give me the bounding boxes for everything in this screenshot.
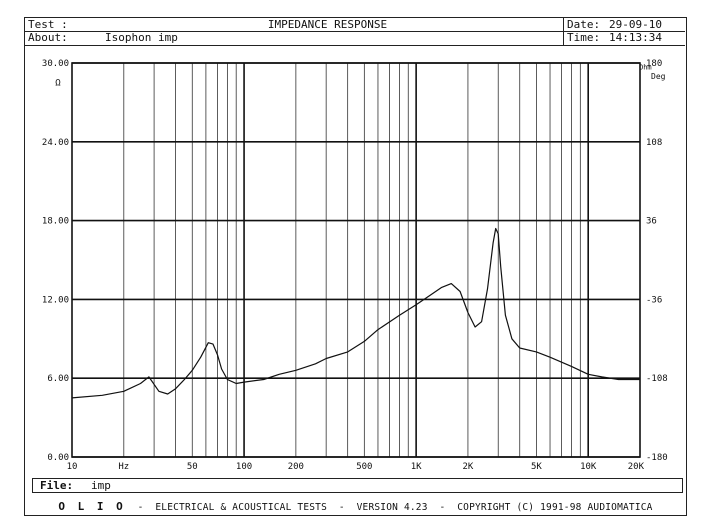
- y2-axis-unit-top: Ohm: [639, 64, 652, 72]
- brand-logo: O L I O: [58, 500, 126, 513]
- x-tick-label: 10K: [580, 462, 597, 472]
- graph-frame: Test : IMPEDANCE RESPONSE Date: 29-09-10…: [24, 17, 687, 516]
- y2-tick-label: 108: [646, 138, 662, 148]
- date-label: Date:: [567, 18, 601, 31]
- footer-bar: O L I O - ELECTRICAL & ACOUSTICAL TESTS …: [24, 500, 687, 513]
- header-bottom-rule: [25, 45, 685, 46]
- x-tick-label: 100: [236, 462, 252, 472]
- date-value: 29-09-10: [609, 18, 662, 31]
- y-tick-label: 0.00: [47, 453, 69, 463]
- y-tick-label: 18.00: [42, 217, 69, 227]
- x-tick-label: 50: [187, 462, 198, 472]
- header-divider: [25, 31, 685, 32]
- time-label: Time:: [567, 31, 601, 44]
- about-label: About:: [28, 31, 68, 44]
- x-tick-label: 2K: [463, 462, 474, 472]
- time-value: 14:13:34: [609, 31, 662, 44]
- y-tick-label: 12.00: [42, 295, 69, 305]
- y2-tick-label: 180: [646, 59, 662, 69]
- plot-area-border: [71, 62, 641, 458]
- x-tick-label: 200: [288, 462, 304, 472]
- test-label: Test :: [28, 18, 68, 31]
- y-axis-unit: Ω: [55, 78, 61, 88]
- y-tick-label: 24.00: [42, 138, 69, 148]
- x-tick-label: Hz: [118, 462, 129, 472]
- x-tick-label: 10: [67, 462, 78, 472]
- y-tick-label: 6.00: [47, 374, 69, 384]
- y2-tick-label: 36: [646, 217, 657, 227]
- y2-tick-label: -36: [646, 295, 662, 305]
- y2-tick-label: -108: [646, 374, 668, 384]
- y-tick-label: 30.00: [42, 59, 69, 69]
- impedance-line: [71, 227, 640, 399]
- x-tick-label: 20K: [628, 462, 645, 472]
- chart-title: IMPEDANCE RESPONSE: [267, 18, 388, 31]
- x-tick-label: 500: [356, 462, 372, 472]
- file-box: File: imp: [32, 478, 683, 493]
- footer-text: - ELECTRICAL & ACOUSTICAL TESTS - VERSIO…: [137, 502, 653, 513]
- x-tick-label: 1K: [411, 462, 422, 472]
- file-label: File:: [40, 479, 74, 492]
- y2-axis-unit: Deg: [651, 72, 666, 81]
- file-name: imp: [91, 479, 111, 492]
- about-value: Isophon imp: [105, 31, 178, 44]
- header-separator: [563, 18, 564, 45]
- y2-tick-label: -180: [646, 453, 668, 463]
- x-tick-label: 5K: [531, 462, 542, 472]
